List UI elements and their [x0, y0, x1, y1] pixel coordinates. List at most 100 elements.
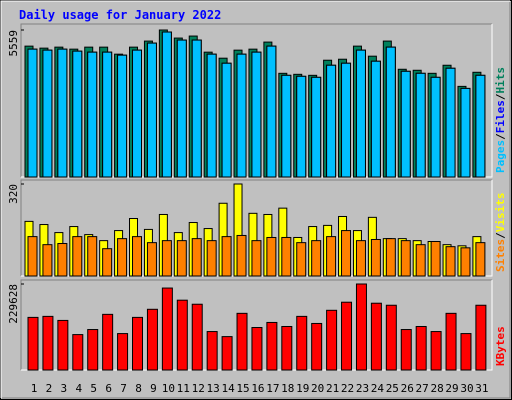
- legend-entry: Visits: [494, 193, 507, 233]
- bar: [236, 53, 247, 178]
- bar: [191, 303, 203, 371]
- bar: [191, 39, 202, 178]
- bar: [400, 329, 412, 371]
- bar: [281, 236, 292, 277]
- x-tick-label: 18: [281, 382, 294, 395]
- bar: [430, 241, 441, 277]
- x-tick-label: 4: [75, 382, 82, 395]
- y-tick-label: 320: [7, 184, 20, 204]
- x-tick-label: 27: [416, 382, 429, 395]
- x-tick-label: 19: [296, 382, 309, 395]
- y-tick-label: 229628: [7, 284, 20, 324]
- bar: [460, 247, 471, 277]
- bar: [385, 304, 397, 371]
- bar: [57, 243, 68, 277]
- x-tick-label: 20: [311, 382, 324, 395]
- bar: [355, 240, 366, 277]
- bar: [430, 76, 441, 178]
- x-tick-label: 6: [105, 382, 112, 395]
- x-tick-label: 2: [46, 382, 53, 395]
- bar: [161, 31, 172, 178]
- bar: [27, 316, 39, 371]
- legend: Pages/Files/Hits: [494, 67, 507, 173]
- bar: [117, 333, 129, 371]
- bar: [475, 74, 486, 178]
- bar: [296, 75, 307, 178]
- bar: [445, 67, 456, 178]
- bar: [445, 246, 456, 277]
- bar: [221, 62, 232, 178]
- bar: [251, 327, 263, 371]
- bar: [400, 70, 411, 178]
- bar: [87, 51, 98, 178]
- bar: [326, 309, 338, 371]
- bar: [385, 46, 396, 178]
- x-tick-label: 26: [401, 382, 414, 395]
- bar: [251, 51, 262, 178]
- bar: [326, 236, 337, 277]
- x-tick-label: 29: [445, 382, 458, 395]
- bar: [27, 48, 38, 178]
- bar: [296, 315, 308, 371]
- bar: [42, 244, 53, 277]
- bar: [266, 321, 278, 371]
- x-tick-label: 13: [207, 382, 220, 395]
- bar: [311, 322, 323, 371]
- bar: [311, 240, 322, 277]
- x-tick-label: 7: [120, 382, 127, 395]
- bar: [117, 238, 128, 277]
- bar: [251, 240, 262, 277]
- x-tick-label: 16: [251, 382, 264, 395]
- bar: [176, 299, 188, 371]
- bar: [206, 331, 218, 371]
- x-tick-label: 5: [90, 382, 97, 395]
- bar: [206, 240, 217, 277]
- x-tick-label: 22: [341, 382, 354, 395]
- bar: [176, 240, 187, 277]
- x-tick-label: 21: [326, 382, 339, 395]
- bar: [132, 316, 144, 371]
- bar: [341, 301, 353, 371]
- bar: [72, 334, 84, 371]
- x-tick-label: 31: [475, 382, 488, 395]
- legend-entry: Hits: [494, 67, 507, 94]
- bar: [102, 248, 113, 277]
- x-tick-label: 24: [371, 382, 385, 395]
- bar: [370, 302, 382, 371]
- x-tick-label: 12: [192, 382, 205, 395]
- x-tick-label: 17: [266, 382, 279, 395]
- bar: [191, 238, 202, 277]
- bar: [221, 336, 233, 371]
- legend-entry: Files: [494, 100, 507, 133]
- bar: [281, 325, 293, 371]
- bar: [236, 312, 248, 371]
- bar: [146, 42, 157, 178]
- x-tick-label: 23: [356, 382, 369, 395]
- legend-separator: /: [494, 232, 507, 239]
- legend-separator: /: [494, 133, 507, 140]
- bar: [400, 240, 411, 277]
- bar: [87, 329, 99, 371]
- x-tick-label: 30: [460, 382, 473, 395]
- bar: [370, 238, 381, 277]
- bar: [57, 48, 68, 178]
- bar: [161, 287, 173, 371]
- bar: [42, 315, 54, 371]
- bar: [355, 283, 367, 371]
- bar: [415, 72, 426, 178]
- bar: [102, 313, 114, 371]
- bar: [57, 319, 69, 371]
- bar: [117, 54, 128, 178]
- bar: [72, 236, 83, 277]
- panel-bevel: [20, 179, 492, 276]
- bar: [385, 238, 396, 277]
- bar: [311, 76, 322, 178]
- bar: [146, 242, 157, 277]
- bar: [296, 242, 307, 277]
- bar: [266, 236, 277, 277]
- bar: [326, 64, 337, 178]
- bar: [102, 51, 113, 178]
- x-tick-label: 3: [61, 382, 68, 395]
